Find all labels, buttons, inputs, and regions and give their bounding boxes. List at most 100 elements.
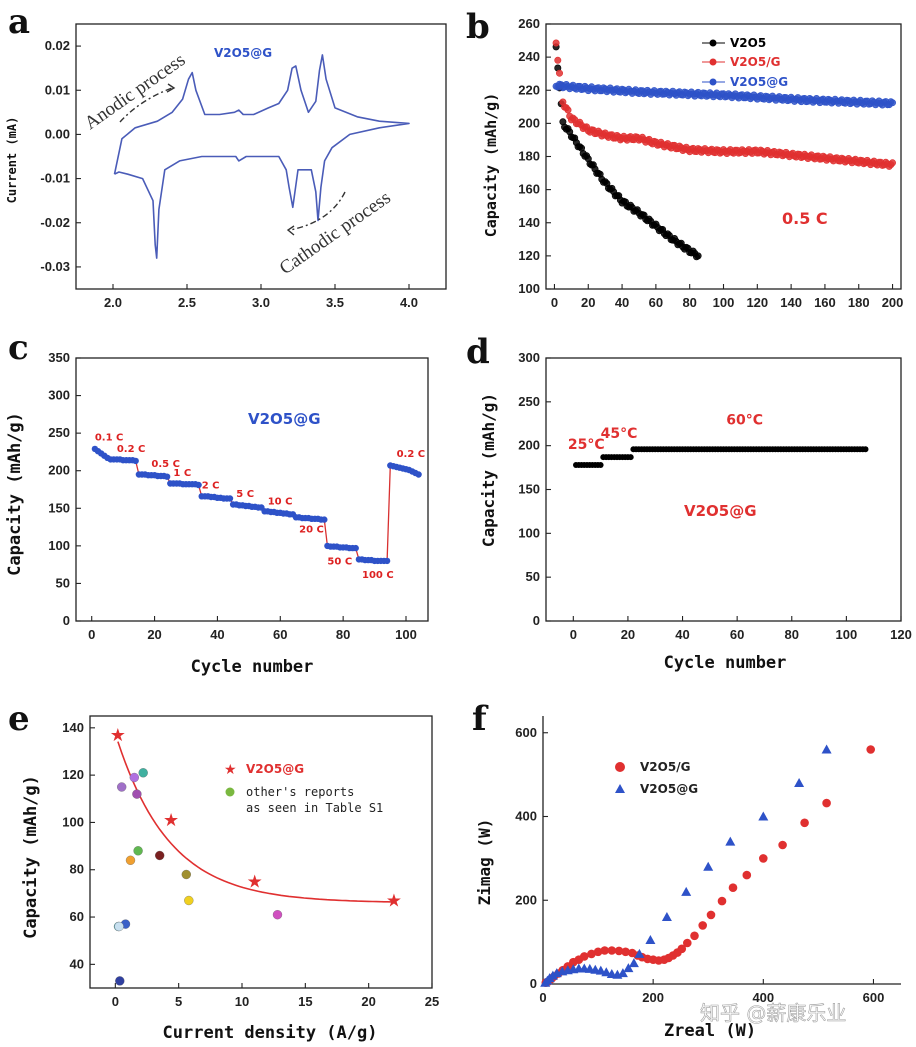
f-point-V2O5@G bbox=[758, 811, 769, 821]
c-ylabel: Capacity (mAh/g) bbox=[5, 412, 25, 576]
b-xtick-label: 60 bbox=[649, 295, 663, 310]
c-rate-label: 5 C bbox=[236, 489, 254, 500]
b-xtick-label: 0 bbox=[551, 295, 558, 310]
f-point-V2O5-G bbox=[621, 947, 630, 957]
b-xtick-label: 120 bbox=[746, 295, 768, 310]
b-xtick-label: 180 bbox=[848, 295, 870, 310]
b-legend-2: V2O5/G bbox=[730, 55, 780, 69]
e-report-point bbox=[114, 921, 124, 932]
c-rate-label: 1 C bbox=[173, 468, 191, 479]
b-xtick-label: 80 bbox=[682, 295, 696, 310]
e-ylabel: Capacity (mAh/g) bbox=[21, 775, 41, 939]
c-rate-label: 0.2 C bbox=[397, 449, 426, 460]
a-ylabel: Current (mA) bbox=[5, 117, 19, 204]
d-frame bbox=[545, 357, 902, 622]
d-temp-label: 60°C bbox=[726, 413, 763, 429]
c-xtick-label: 40 bbox=[210, 627, 224, 642]
c-ytick-label: 50 bbox=[56, 575, 70, 590]
f-point-V2O5-G bbox=[706, 910, 716, 920]
panel-label-a: a bbox=[8, 2, 30, 42]
f-point-V2O5-G bbox=[778, 840, 787, 850]
a-title: V2O5@G bbox=[214, 46, 272, 60]
f-point-V2O5@G bbox=[645, 935, 656, 944]
d-temp-label: 45°C bbox=[601, 426, 638, 442]
e-report-point bbox=[181, 869, 191, 880]
c-rate-label: 0.5 C bbox=[151, 459, 180, 470]
chart-marks: 0.1 C0.2 C0.5 C1 C2 C5 C10 C20 C50 C100 … bbox=[91, 39, 896, 987]
e-report-point bbox=[184, 895, 194, 906]
f-ytick-label: 0 bbox=[530, 976, 537, 991]
f-legend-1: V2O5/G bbox=[640, 760, 690, 774]
e-report-point bbox=[138, 768, 148, 778]
d-ylabel: Capacity (mAh/g) bbox=[479, 393, 498, 547]
b-xtick-label: 40 bbox=[615, 295, 629, 310]
a-cv-curve bbox=[113, 54, 410, 259]
d-xtick-label: 80 bbox=[785, 627, 799, 642]
f-point-V2O5@G bbox=[601, 967, 612, 977]
f-point-V2O5-G bbox=[822, 798, 831, 808]
d-point bbox=[597, 462, 604, 468]
d-ytick-label: 100 bbox=[518, 525, 540, 540]
b-point-V2O5/G bbox=[555, 69, 563, 77]
f-point-V2O5-G bbox=[717, 896, 727, 906]
c-ytick-label: 300 bbox=[48, 388, 70, 403]
f-point-V2O5@G bbox=[661, 912, 672, 921]
a-xtick-label: 2.5 bbox=[178, 295, 196, 310]
a-ytick-label: -0.01 bbox=[40, 171, 70, 186]
c-point bbox=[352, 544, 359, 552]
e-star-point: ★ bbox=[110, 725, 126, 746]
e-legend-3: as seen in Table S1 bbox=[246, 801, 383, 815]
b-xtick-label: 200 bbox=[882, 295, 904, 310]
b-ytick-label: 200 bbox=[518, 115, 540, 130]
e-legend-dot bbox=[225, 787, 235, 797]
d-point bbox=[862, 446, 869, 453]
f-xtick-label: 400 bbox=[752, 990, 774, 1005]
f-ytick-label: 200 bbox=[515, 892, 537, 907]
d-ytick-label: 250 bbox=[518, 394, 540, 409]
c-rate-label: 2 C bbox=[202, 481, 220, 492]
e-ytick-label: 40 bbox=[70, 956, 84, 971]
f-point-V2O5@G bbox=[703, 861, 714, 871]
d-ytick-label: 50 bbox=[526, 569, 540, 584]
e-report-point bbox=[155, 850, 165, 861]
f-legend-marker-1 bbox=[615, 762, 625, 772]
e-xtick-label: 0 bbox=[112, 994, 119, 1009]
b-ytick-label: 220 bbox=[518, 82, 540, 97]
f-point-V2O5@G bbox=[821, 744, 832, 754]
f-point-V2O5-G bbox=[690, 931, 699, 941]
a-ytick-label: 0.01 bbox=[45, 82, 70, 97]
e-report-point bbox=[117, 782, 127, 792]
d-point bbox=[627, 454, 634, 461]
b-ytick-label: 100 bbox=[518, 281, 540, 296]
a-anodic-arrowhead bbox=[166, 83, 176, 93]
b-ylabel: Capacity (mAh/g) bbox=[482, 93, 500, 238]
b-point-V2O5/G bbox=[554, 56, 562, 64]
b-ytick-label: 160 bbox=[518, 182, 540, 197]
f-point-V2O5-G bbox=[683, 938, 692, 948]
f-point-V2O5-G bbox=[607, 946, 617, 955]
f-point-V2O5-G bbox=[600, 946, 609, 955]
f-point-V2O5-G bbox=[580, 952, 589, 961]
a-xtick-label: 3.0 bbox=[252, 295, 270, 310]
e-report-point bbox=[133, 846, 143, 856]
b-ytick-label: 240 bbox=[518, 49, 540, 64]
f-point-V2O5-G bbox=[728, 883, 738, 892]
b-rate-label: 0.5 C bbox=[782, 209, 828, 228]
f-ytick-label: 600 bbox=[515, 725, 537, 740]
c-point bbox=[415, 471, 422, 478]
a-ytick-label: 0.02 bbox=[45, 38, 70, 53]
c-rate-label: 0.1 C bbox=[95, 433, 124, 444]
b-ytick-label: 140 bbox=[518, 215, 540, 230]
f-point-V2O5-G bbox=[698, 921, 707, 930]
e-report-point bbox=[125, 855, 136, 865]
e-frame bbox=[89, 715, 433, 989]
b-xtick-label: 20 bbox=[581, 295, 595, 310]
a-xtick-label: 4.0 bbox=[400, 295, 418, 310]
d-ytick-label: 0 bbox=[533, 613, 540, 628]
b-xtick-label: 140 bbox=[780, 295, 802, 310]
e-fit-curve bbox=[117, 741, 392, 903]
a-ytick-label: -0.03 bbox=[40, 259, 70, 274]
a-xtick-label: 3.5 bbox=[326, 295, 344, 310]
f-point-V2O5-G bbox=[800, 818, 809, 828]
